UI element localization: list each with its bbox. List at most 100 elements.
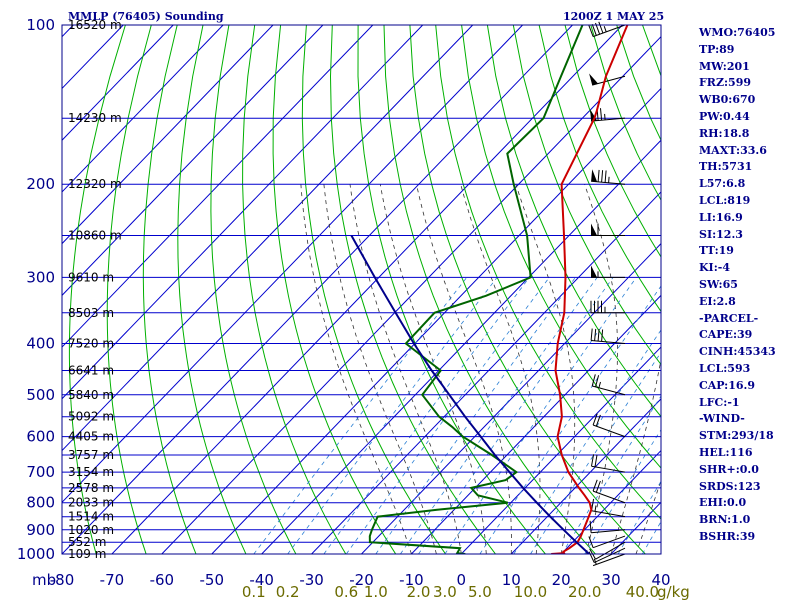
index-item: SRDS:123 (699, 479, 761, 493)
wind-barb-staff (592, 490, 626, 504)
index-item: KI:-4 (699, 261, 730, 275)
index-item: FRZ:599 (699, 76, 752, 90)
index-item: LCL:593 (699, 361, 751, 375)
moist-adiabat (610, 357, 661, 554)
index-item: HEL:116 (699, 445, 753, 459)
wind-barb-full (592, 479, 598, 492)
height-label: 16520 m (68, 18, 122, 32)
index-item: CAP:16.9 (699, 378, 756, 392)
mixing-ratio-label: 20.0 (568, 583, 601, 600)
wind-barb (588, 535, 626, 549)
isotherm (62, 25, 523, 504)
height-label: 109 m (68, 547, 106, 561)
height-label: 10860 m (68, 229, 122, 243)
wind-barb (589, 73, 626, 86)
isotherm (62, 25, 274, 245)
mixing-ratio-line (479, 285, 661, 554)
wind-barb-staff (591, 510, 626, 518)
temperature-axis-labels: -80 -70 -60 -50 -40 -30 -20 -10 0 10 20 30 40 (50, 571, 671, 589)
height-label: 2033 m (68, 496, 114, 510)
plot-frame (61, 24, 662, 555)
temperature-tick-label: -10 (399, 571, 424, 589)
index-item: SHR+:0.0 (699, 462, 759, 476)
index-item: SI:12.3 (699, 227, 743, 241)
wind-barb-half (604, 113, 606, 120)
dry-adiabat (272, 25, 397, 554)
wind-barb-full (589, 520, 592, 533)
wind-barb (591, 374, 626, 396)
observation-time: 1200Z 1 MAY 25 (563, 10, 665, 23)
moist-adiabat (300, 184, 412, 554)
index-item: WB0:670 (699, 93, 756, 107)
height-label: 14230 m (68, 111, 122, 125)
index-item: BRN:1.0 (699, 513, 751, 527)
wind-barb-staff (591, 529, 626, 534)
pressure-label: 200 (26, 175, 55, 193)
moist-adiabat (515, 184, 576, 554)
wind-barb (590, 328, 626, 344)
height-label: 2578 m (68, 481, 114, 495)
height-label: 6641 m (68, 364, 114, 378)
wind-barb-full (604, 170, 607, 183)
wind-barb-half (603, 26, 607, 32)
dry-adiabat (301, 25, 447, 554)
moist-adiabat (323, 184, 437, 554)
height-label: 3154 m (68, 465, 114, 479)
height-label: 5840 m (68, 388, 114, 402)
wind-barb-full (594, 328, 597, 341)
stability-indices-panel: WMO:76405 TP:89 MW:201 FRZ:599 WB0:670 PW:0.4… (699, 25, 776, 546)
pressure-label: 500 (26, 386, 55, 404)
height-label: 8503 m (68, 306, 114, 320)
temperature-tick-label: -80 (50, 571, 75, 589)
pressure-label: 800 (26, 494, 55, 512)
wind-barb-full (591, 374, 596, 387)
wind-barb-full (595, 480, 601, 493)
mixing-ratio-line (617, 480, 661, 554)
wind-barb-staff (592, 385, 626, 396)
pressure-label: 1000 (17, 545, 55, 563)
wind-barb-full (601, 329, 604, 342)
wind-barb-full (595, 375, 600, 388)
mixing-ratio-unit-label: g/kg (657, 583, 690, 600)
wind-barb-staff (592, 553, 626, 567)
index-item: TH:5731 (699, 160, 753, 174)
parcel-line (350, 235, 590, 554)
temperature-tick-label: -30 (299, 571, 324, 589)
wind-barb-flag (591, 223, 597, 236)
moist-adiabat (584, 184, 618, 554)
mixing-ratio-line (345, 277, 550, 554)
wind-barb-full (595, 414, 601, 427)
wind-barb-full (597, 169, 600, 182)
isotherm (62, 25, 174, 141)
mixing-ratio-line (253, 277, 468, 554)
temperature-tick-label: 0 (457, 571, 467, 589)
mixing-ratio-label: 2.0 (407, 583, 431, 600)
temperature-tick-label: 10 (502, 571, 521, 589)
wind-barb-staff (592, 535, 626, 549)
mixing-ratio-label: 1.0 (364, 583, 388, 600)
dry-adiabat (383, 25, 596, 554)
wind-barb (591, 498, 626, 518)
wind-barb-staff (591, 465, 626, 473)
wind-barb-flag (591, 169, 598, 182)
mixing-ratio-labels: 0.1 0.2 0.6 1.0 2.0 3.0 5.0 10.0 20.0 40.0 (242, 583, 659, 600)
dewpoint-line (368, 25, 584, 554)
wind-barb-staff (591, 340, 626, 344)
index-item: SW:65 (699, 277, 738, 291)
isotherm (111, 25, 623, 554)
wind-barbs (588, 21, 626, 567)
sounding-profiles (350, 25, 629, 554)
isotherm (311, 191, 661, 554)
wind-barb (589, 520, 626, 534)
dry-adiabat (210, 25, 297, 554)
mixing-ratio-label: 10.0 (514, 583, 547, 600)
wind-barb-half (608, 176, 610, 183)
index-item: LCL:819 (699, 193, 751, 207)
wind-barb (590, 223, 626, 237)
index-item: CAPE:39 (699, 328, 753, 342)
dry-adiabat (242, 25, 347, 554)
dry-adiabat (772, 25, 800, 554)
isotherm (62, 25, 474, 452)
wind-barb-full (590, 328, 593, 341)
wind-barb-full (598, 21, 604, 34)
